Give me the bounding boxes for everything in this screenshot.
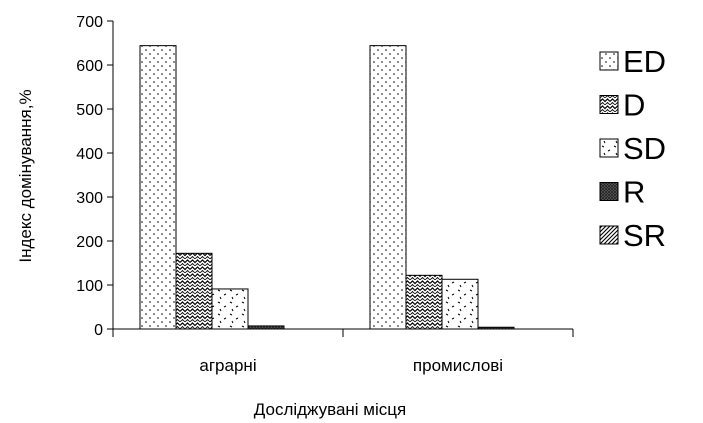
legend-swatch-sr — [599, 225, 619, 245]
legend-swatch-d — [599, 95, 619, 114]
bar-d-2 — [405, 274, 443, 330]
y-tick-label: 200 — [76, 234, 103, 251]
bar-d-1 — [175, 252, 213, 330]
legend-swatch-sd — [599, 138, 619, 158]
x-category-label: аграрні — [199, 356, 256, 375]
y-tick-label: 600 — [76, 58, 103, 75]
bar-ed-2 — [369, 45, 407, 330]
legend-label-r: R — [623, 175, 645, 210]
y-tick-label: 500 — [76, 102, 103, 119]
bar-sd-2 — [441, 278, 479, 330]
legend-label-ed: ED — [623, 44, 666, 79]
legend-label-sr: SR — [623, 218, 666, 253]
y-tick-label: 700 — [76, 14, 103, 31]
x-axis-title: Досліджувані місця — [254, 400, 406, 419]
y-tick-label: 0 — [94, 322, 103, 339]
y-tick-label: 100 — [76, 278, 103, 295]
legend-swatch-ed — [599, 51, 619, 71]
legend-swatch-r — [599, 182, 619, 201]
y-axis-title: Індекс домінування,% — [16, 89, 35, 262]
bar-r-2 — [477, 326, 515, 330]
plot-area: 0 100 200 300 400 500 600 700 аграрні промислові — [76, 14, 574, 375]
bar-r-1 — [247, 325, 285, 330]
x-category-label: промислові — [413, 356, 503, 375]
y-tick-label: 300 — [76, 190, 103, 207]
legend-label-d: D — [623, 88, 645, 123]
bar-ed-1 — [139, 45, 177, 330]
legend: ED D SD R SR — [599, 44, 666, 253]
y-tick-label: 400 — [76, 146, 103, 163]
legend-label-sd: SD — [623, 131, 666, 166]
bar-sd-1 — [211, 288, 249, 330]
